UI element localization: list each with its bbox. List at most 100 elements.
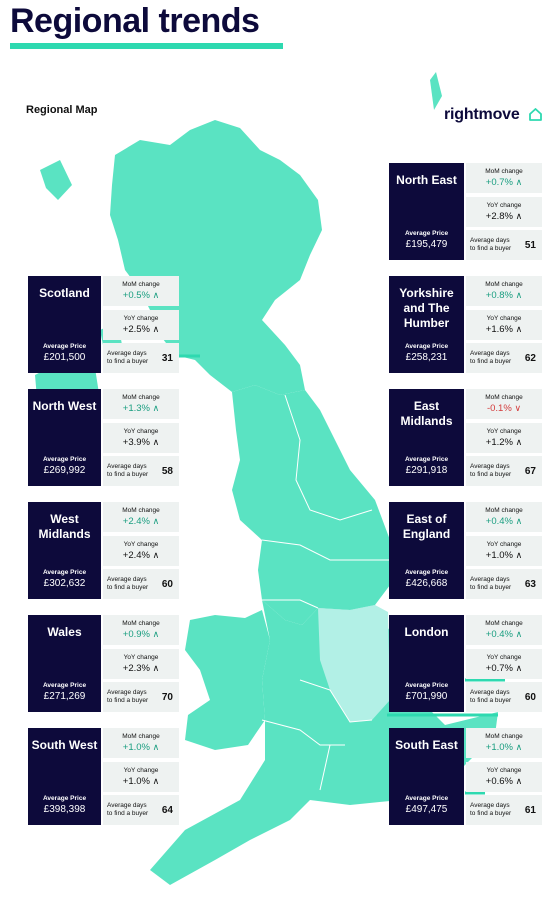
yoy-label: YoY change — [123, 653, 159, 661]
page-title: Regional trends — [10, 2, 260, 40]
yoy-arrow-icon: ∧ — [515, 323, 523, 334]
region-stats: MoM change +0.4% ∧ YoY change +1.0% ∧ Av… — [466, 502, 542, 599]
average-price-label: Average Price — [404, 795, 449, 802]
yoy-number: +1.0% — [122, 775, 150, 787]
title-underline — [10, 43, 283, 49]
days-label-line2: to find a buyer — [470, 697, 512, 704]
mom-number: -0.1% — [486, 403, 512, 414]
region-name: East Midlands — [400, 399, 453, 428]
region-panel: East Midlands Average Price £291,918 — [389, 389, 464, 486]
mom-arrow-icon: ∧ — [152, 742, 160, 752]
card-wales: Wales Average Price £271,269 MoM change … — [28, 615, 179, 712]
mom-value: +0.7% ∧ — [486, 177, 522, 188]
days-value: 62 — [524, 352, 536, 364]
mom-label: MoM change — [122, 281, 160, 288]
yoy-number: +1.0% — [485, 549, 513, 561]
days-label: Average days to find a buyer — [470, 237, 511, 253]
days-stat: Average days to find a buyer 60 — [466, 682, 542, 712]
mom-label: MoM change — [485, 733, 523, 740]
days-label-line1: Average days — [107, 350, 147, 357]
yoy-arrow-icon: ∧ — [515, 210, 523, 221]
mom-arrow-icon: ∧ — [515, 177, 523, 187]
yoy-stat: YoY change +2.5% ∧ — [103, 309, 179, 340]
yoy-number: +3.9% — [122, 436, 150, 448]
region-stats: MoM change -0.1% ∨ YoY change +1.2% ∧ Av… — [466, 389, 542, 486]
yoy-stat: YoY change +2.8% ∧ — [466, 196, 542, 227]
days-stat: Average days to find a buyer 51 — [466, 230, 542, 260]
region-stats: MoM change +0.8% ∧ YoY change +1.6% ∧ Av… — [466, 276, 542, 373]
region-panel: South West Average Price £398,398 — [28, 728, 101, 825]
mom-number: +0.4% — [485, 516, 513, 527]
days-label-line2: to find a buyer — [470, 810, 512, 817]
region-name: Yorkshire and The Humber — [399, 286, 454, 330]
region-stats: MoM change +1.0% ∧ YoY change +0.6% ∧ Av… — [466, 728, 542, 825]
days-value: 67 — [524, 465, 536, 477]
days-label-line1: Average days — [107, 576, 147, 583]
mom-label: MoM change — [122, 733, 160, 740]
mom-value: +0.4% ∧ — [486, 516, 522, 527]
average-price-value: £302,632 — [43, 578, 86, 589]
days-label-line2: to find a buyer — [107, 471, 149, 478]
yoy-arrow-icon: ∧ — [152, 549, 160, 560]
region-panel: West Midlands Average Price £302,632 — [28, 502, 101, 599]
region-panel: Scotland Average Price £201,500 — [28, 276, 101, 373]
yoy-label: YoY change — [123, 540, 159, 548]
mom-arrow-icon: ∨ — [514, 403, 522, 413]
map-england-south — [150, 600, 498, 885]
yoy-stat: YoY change +1.6% ∧ — [466, 309, 542, 340]
days-value: 31 — [161, 352, 173, 364]
region-panel: Wales Average Price £271,269 — [28, 615, 101, 712]
days-stat: Average days to find a buyer 31 — [103, 343, 179, 373]
mom-label: MoM change — [485, 507, 523, 514]
yoy-arrow-icon: ∧ — [152, 775, 160, 786]
days-label-line1: Average days — [107, 689, 147, 696]
yoy-arrow-icon: ∧ — [515, 436, 523, 447]
yoy-value: +0.7% ∧ — [486, 663, 522, 674]
region-name: London — [404, 625, 449, 639]
yoy-value: +2.8% ∧ — [486, 211, 522, 222]
yoy-value: +2.4% ∧ — [123, 550, 159, 561]
days-label-line1: Average days — [470, 689, 510, 696]
days-value: 70 — [161, 691, 173, 703]
days-stat: Average days to find a buyer 67 — [466, 456, 542, 486]
days-value: 60 — [161, 578, 173, 590]
yoy-stat: YoY change +2.4% ∧ — [103, 535, 179, 566]
region-panel: London Average Price £701,990 — [389, 615, 464, 712]
yoy-label: YoY change — [486, 540, 522, 548]
mom-value: +0.5% ∧ — [123, 290, 159, 301]
average-price-label: Average Price — [42, 569, 87, 576]
card-yorkshire: Yorkshire and The Humber Average Price £… — [389, 276, 542, 373]
average-price-label: Average Price — [42, 456, 87, 463]
yoy-value: +3.9% ∧ — [123, 437, 159, 448]
mom-arrow-icon: ∧ — [152, 629, 160, 639]
days-label-line2: to find a buyer — [470, 584, 512, 591]
days-label-line2: to find a buyer — [107, 358, 149, 365]
yoy-number: +0.7% — [485, 662, 513, 674]
days-stat: Average days to find a buyer 63 — [466, 569, 542, 599]
average-price-label: Average Price — [404, 682, 449, 689]
average-price-value: £195,479 — [405, 239, 448, 250]
mom-arrow-icon: ∧ — [152, 403, 160, 413]
mom-stat: MoM change +0.4% ∧ — [466, 615, 542, 645]
region-name: South West — [31, 738, 98, 752]
average-price-value: £271,269 — [43, 691, 86, 702]
average-price-label: Average Price — [404, 569, 449, 576]
yoy-number: +2.3% — [122, 662, 150, 674]
yoy-label: YoY change — [123, 314, 159, 322]
mom-value: +1.3% ∧ — [123, 403, 159, 414]
mom-arrow-icon: ∧ — [515, 629, 523, 639]
average-price-label: Average Price — [404, 343, 449, 350]
map-wales — [185, 610, 270, 750]
yoy-label: YoY change — [486, 766, 522, 774]
yoy-number: +1.2% — [485, 436, 513, 448]
mom-label: MoM change — [485, 394, 523, 401]
days-stat: Average days to find a buyer 60 — [103, 569, 179, 599]
average-price-label: Average Price — [404, 456, 449, 463]
average-price-value: £701,990 — [405, 691, 448, 702]
mom-stat: MoM change +1.0% ∧ — [466, 728, 542, 758]
mom-value: +0.9% ∧ — [123, 629, 159, 640]
mom-value: -0.1% ∨ — [487, 403, 521, 414]
mom-label: MoM change — [122, 507, 160, 514]
yoy-number: +0.6% — [485, 775, 513, 787]
mom-stat: MoM change +0.4% ∧ — [466, 502, 542, 532]
